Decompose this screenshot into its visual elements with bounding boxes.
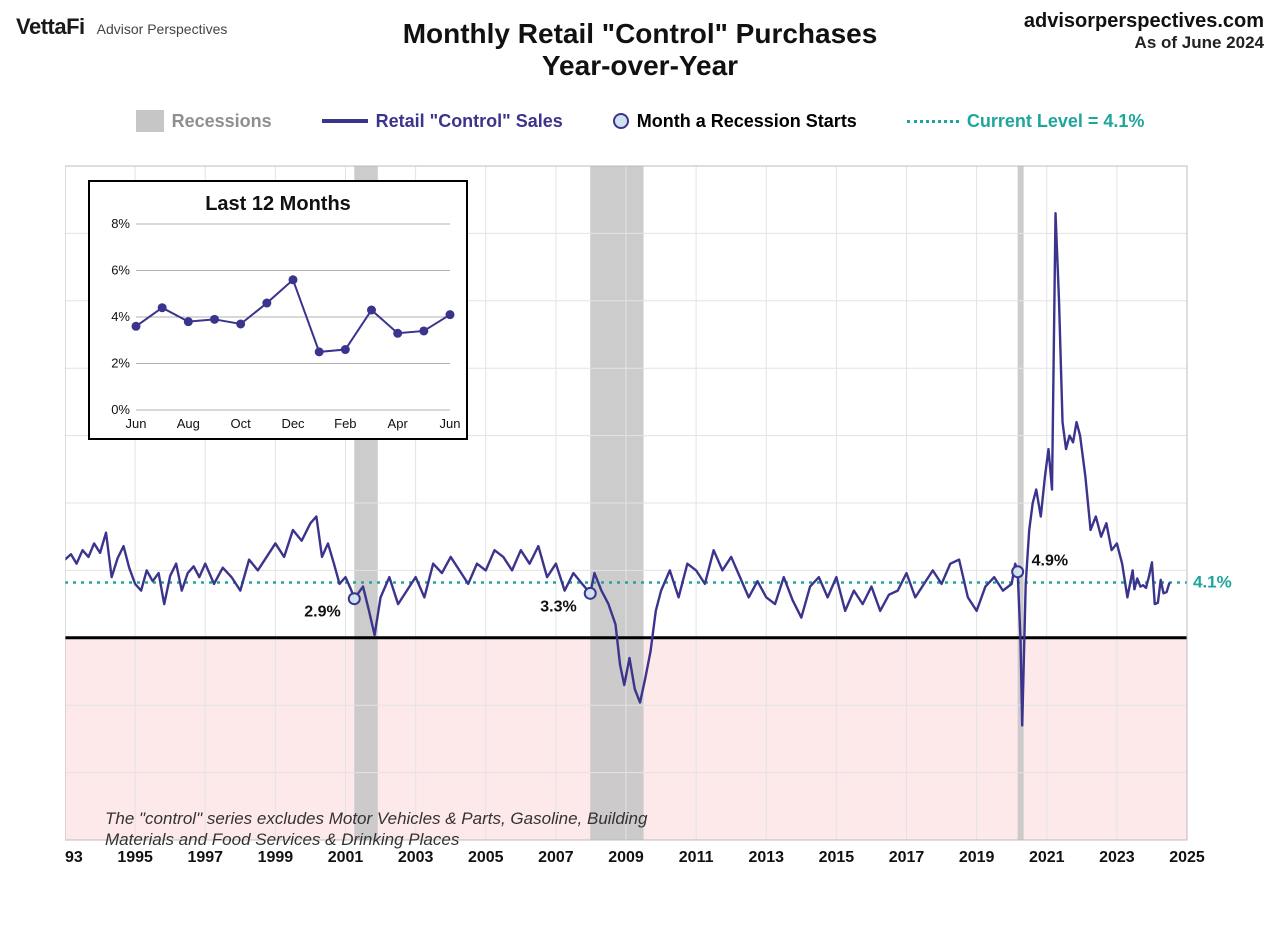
svg-text:2007: 2007 [538,849,574,866]
svg-text:2021: 2021 [1029,849,1065,866]
svg-text:1999: 1999 [258,849,294,866]
chart-footnote: The "control" series excludes Motor Vehi… [105,808,705,851]
legend-label-current: Current Level = 4.1% [967,111,1145,132]
svg-text:4.9%: 4.9% [1032,553,1068,570]
svg-text:2003: 2003 [398,849,434,866]
legend-item-recessions: Recessions [136,110,272,132]
svg-text:Apr: Apr [388,416,409,431]
svg-text:3.3%: 3.3% [540,598,576,615]
svg-text:Jun: Jun [126,416,147,431]
svg-text:Last 12 Months: Last 12 Months [205,193,351,215]
svg-text:Dec: Dec [281,416,305,431]
svg-text:2.9%: 2.9% [304,604,340,621]
series-line-icon [322,119,368,123]
legend-item-current: Current Level = 4.1% [907,111,1145,132]
current-level-dash-icon [907,120,959,123]
svg-text:2019: 2019 [959,849,995,866]
svg-text:0%: 0% [111,402,130,417]
svg-text:2013: 2013 [748,849,784,866]
recession-swatch-icon [136,110,164,132]
svg-text:Oct: Oct [231,416,252,431]
legend-item-series: Retail "Control" Sales [322,111,563,132]
svg-text:2009: 2009 [608,849,644,866]
svg-text:4%: 4% [111,309,130,324]
svg-text:8%: 8% [111,216,130,231]
svg-text:1997: 1997 [187,849,223,866]
start-marker-icon [613,113,629,129]
svg-text:1995: 1995 [117,849,153,866]
svg-text:2015: 2015 [819,849,855,866]
svg-text:2001: 2001 [328,849,364,866]
svg-text:2025: 2025 [1169,849,1205,866]
svg-text:6%: 6% [111,263,130,278]
chart-title-line1: Monthly Retail "Control" Purchases [403,18,878,49]
legend-label-start: Month a Recession Starts [637,111,857,132]
svg-text:Jun: Jun [440,416,461,431]
svg-text:2011: 2011 [679,849,714,866]
legend-label-recessions: Recessions [172,111,272,132]
chart-title: Monthly Retail "Control" Purchases Year-… [0,18,1280,82]
chart-title-line2: Year-over-Year [542,50,738,81]
svg-text:2017: 2017 [889,849,925,866]
svg-text:2005: 2005 [468,849,504,866]
svg-text:Feb: Feb [334,416,356,431]
inset-chart: Last 12 Months 0% 2% 4% 6% 8% Jun Aug Oct Dec Feb A… [88,180,468,440]
svg-text:1993: 1993 [65,849,83,866]
svg-text:Aug: Aug [177,416,200,431]
legend-label-series: Retail "Control" Sales [376,111,563,132]
svg-text:4.1%: 4.1% [1193,573,1232,592]
svg-text:2023: 2023 [1099,849,1135,866]
legend-item-start: Month a Recession Starts [613,111,857,132]
svg-text:2%: 2% [111,356,130,371]
chart-legend: Recessions Retail "Control" Sales Month … [0,110,1280,132]
